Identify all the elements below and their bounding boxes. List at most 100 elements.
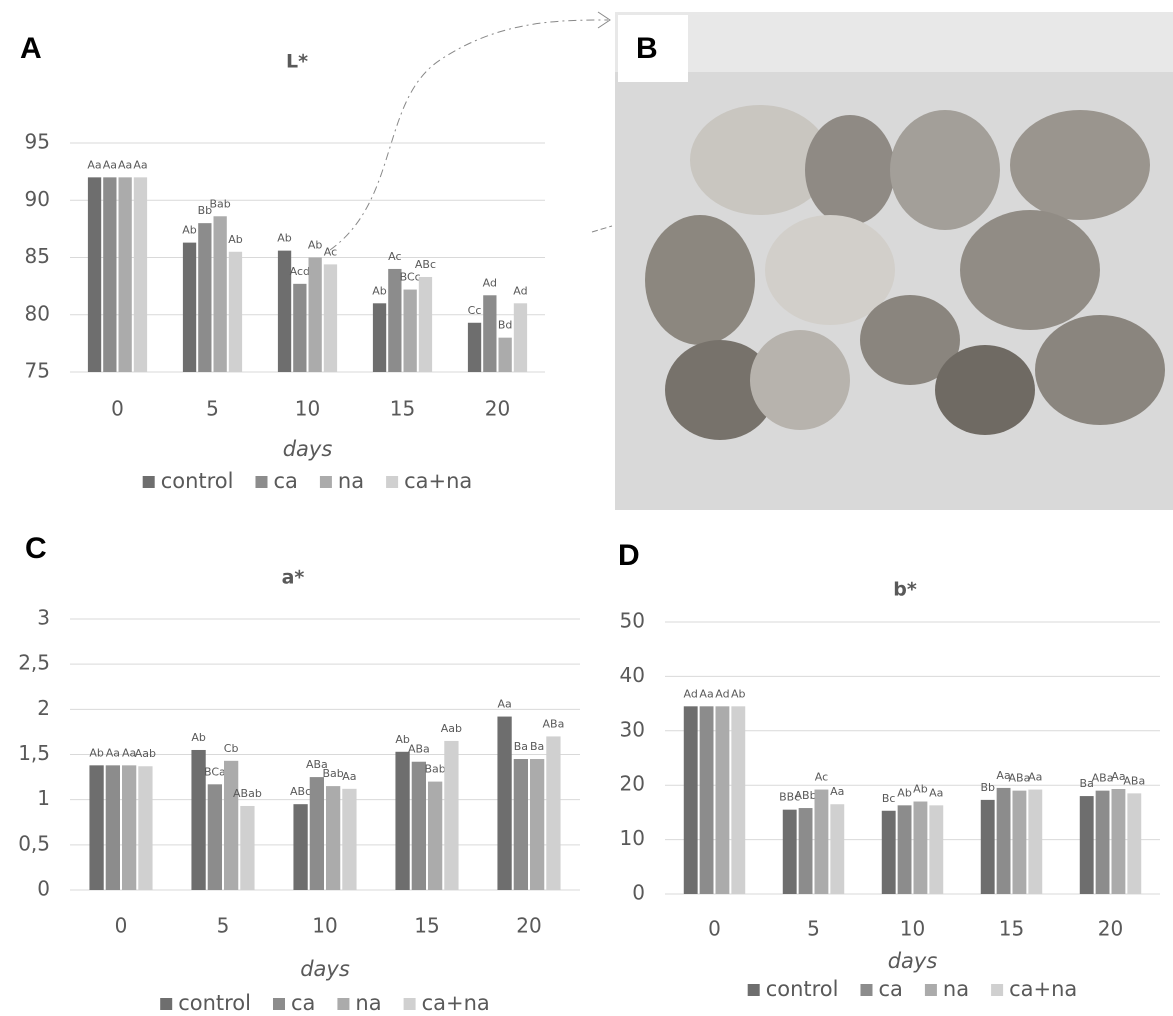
y-tick-label: 40 xyxy=(620,663,645,687)
chart-title: a* xyxy=(282,567,305,589)
mushroom xyxy=(1035,315,1165,425)
bar xyxy=(134,177,147,372)
bar-annotation: ABab xyxy=(233,787,262,800)
legend-label: control xyxy=(766,977,839,1001)
bar xyxy=(224,761,238,890)
bar-annotation: Cb xyxy=(224,742,239,755)
bar-annotation: BCc xyxy=(400,271,421,284)
x-tick-label: 20 xyxy=(1098,917,1123,941)
bar xyxy=(799,808,813,894)
bar-annotation: Ab xyxy=(913,783,928,796)
bar xyxy=(309,258,322,373)
legend-swatch xyxy=(748,984,760,996)
bar xyxy=(88,177,101,372)
legend-label: ca xyxy=(273,469,297,493)
bar xyxy=(497,717,511,890)
bar-annotation: Ac xyxy=(324,245,337,258)
bar-annotation: BCa xyxy=(204,765,226,778)
bar xyxy=(138,766,152,890)
bar xyxy=(981,800,995,894)
bar xyxy=(546,736,560,890)
x-tick-label: 0 xyxy=(111,397,124,421)
bar-annotation: Aa xyxy=(497,698,511,711)
bar-annotation: Ab xyxy=(277,232,292,245)
photo-panel: B xyxy=(615,12,1173,510)
bar xyxy=(483,295,496,372)
legend-swatch xyxy=(320,476,332,488)
bar-annotation: Ad xyxy=(684,687,698,700)
bar xyxy=(419,277,432,372)
bar-annotation: Ab xyxy=(308,239,323,252)
bar-annotation: Ab xyxy=(372,284,387,297)
y-tick-label: 90 xyxy=(25,187,50,211)
bar xyxy=(342,789,356,890)
bar-annotation: Aa xyxy=(133,158,147,171)
legend-swatch xyxy=(386,476,398,488)
x-tick-label: 15 xyxy=(390,397,415,421)
figure: B AL*75808590950AaAaAaAa5AbBbBabAb10AbAc… xyxy=(0,0,1173,1016)
bar xyxy=(214,216,227,372)
x-tick-label: 5 xyxy=(217,914,230,938)
bar xyxy=(1112,789,1126,894)
bar xyxy=(1013,791,1027,894)
bar xyxy=(89,765,103,890)
y-tick-label: 80 xyxy=(25,301,50,325)
y-tick-label: 0,5 xyxy=(18,831,50,855)
bar-annotation: Ba xyxy=(514,740,528,753)
x-axis-label: days xyxy=(888,949,938,973)
y-tick-label: 2 xyxy=(37,696,50,720)
bar xyxy=(395,752,409,890)
y-tick-label: 1,5 xyxy=(18,741,50,765)
bar xyxy=(240,806,254,890)
legend-swatch xyxy=(255,476,267,488)
chart-title: L* xyxy=(286,51,308,73)
bar xyxy=(1080,796,1094,894)
bar-annotation: Ac xyxy=(815,771,828,784)
bar xyxy=(1096,791,1110,894)
bar-annotation: Aa xyxy=(87,158,101,171)
bar xyxy=(326,786,340,890)
bar-annotation: Ab xyxy=(182,224,197,237)
mushroom xyxy=(960,210,1100,330)
bar-annotation: Aa xyxy=(1028,771,1042,784)
bar-annotation: ABc xyxy=(415,258,436,271)
bar xyxy=(997,788,1011,894)
legend-swatch xyxy=(404,998,416,1010)
bar xyxy=(208,784,222,890)
bar-annotation: Ad xyxy=(715,687,729,700)
x-tick-label: 5 xyxy=(206,397,219,421)
bar xyxy=(514,759,528,890)
x-tick-label: 15 xyxy=(999,917,1024,941)
bar-annotation: Bb xyxy=(980,781,995,794)
bar-annotation: Ad xyxy=(483,276,497,289)
legend-label: ca+na xyxy=(1009,977,1077,1001)
x-tick-label: 10 xyxy=(900,917,925,941)
bar-annotation: Ba xyxy=(530,740,544,753)
bar xyxy=(530,759,544,890)
x-tick-label: 20 xyxy=(516,914,541,938)
legend-swatch xyxy=(991,984,1003,996)
bar xyxy=(898,805,912,894)
bar xyxy=(684,706,698,894)
legend-label: control xyxy=(178,991,251,1015)
bar-annotation: Bd xyxy=(498,319,513,332)
panel-label: B xyxy=(636,32,658,65)
bar-annotation: Bc xyxy=(882,792,896,805)
legend-label: ca+na xyxy=(404,469,472,493)
y-tick-label: 20 xyxy=(620,772,645,796)
x-tick-label: 20 xyxy=(485,397,510,421)
bar xyxy=(444,741,458,890)
bar-annotation: Aab xyxy=(441,722,462,735)
x-tick-label: 0 xyxy=(115,914,128,938)
bar-annotation: ABa xyxy=(1092,772,1114,785)
legend-swatch xyxy=(860,984,872,996)
bar-annotation: ABb xyxy=(795,789,817,802)
x-tick-label: 10 xyxy=(295,397,320,421)
bar-annotation: Aa xyxy=(929,786,943,799)
bar xyxy=(412,762,426,890)
x-axis-label: days xyxy=(300,957,350,981)
bar xyxy=(468,323,481,372)
bar xyxy=(830,804,844,894)
mushroom xyxy=(935,345,1035,435)
x-tick-label: 5 xyxy=(807,917,820,941)
